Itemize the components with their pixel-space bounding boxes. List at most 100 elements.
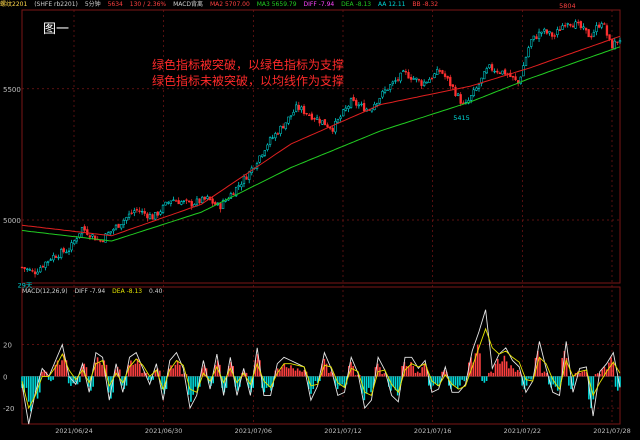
candle-body [117, 223, 120, 228]
candle-body [62, 248, 65, 253]
bb-label: BB -8.32 [412, 1, 439, 8]
candle-body [378, 97, 381, 104]
candle-body [23, 267, 26, 270]
candle-body [375, 102, 379, 106]
candle-body [399, 72, 402, 82]
candle-body [584, 27, 588, 31]
candle-body [590, 35, 593, 38]
candle-body [389, 84, 392, 90]
candle-body [54, 255, 58, 258]
candle-body [535, 36, 538, 40]
date-tick-label: 2021/06/24 [55, 427, 92, 435]
candle-body [245, 176, 248, 180]
candle-body [39, 267, 42, 273]
candle-body [268, 137, 272, 145]
candle-body [571, 25, 575, 28]
candle-body [75, 238, 78, 242]
candle-body [26, 268, 29, 270]
candle-body [339, 116, 342, 119]
diff-line [21, 309, 621, 425]
macd-panel-frame [21, 286, 621, 425]
candle-body [503, 69, 507, 75]
candle-body [618, 40, 622, 43]
candle-body [493, 70, 496, 73]
candle-body [203, 196, 206, 200]
candle-body [519, 76, 522, 84]
candle-body [211, 198, 214, 204]
date-tick-label: 2021/07/12 [324, 427, 361, 435]
candle-body [352, 97, 355, 101]
candle-body [214, 202, 217, 205]
candle-body [313, 117, 316, 120]
code-label: (SHFE rb2201) [34, 1, 78, 8]
candle-body [347, 106, 350, 109]
candle-body [234, 186, 238, 197]
candle-body [88, 235, 92, 238]
candle-body [428, 79, 431, 83]
candle-body [553, 35, 556, 37]
candle-body [595, 25, 598, 32]
candle-body [292, 112, 295, 116]
candle-body [276, 133, 280, 135]
candle-body [396, 79, 400, 81]
change-label: 130 / 2.36% [129, 1, 167, 8]
candle-body [315, 117, 319, 120]
candle-body [420, 80, 423, 86]
candle-body [237, 185, 240, 188]
candle-body [326, 124, 329, 128]
candle-body [127, 213, 131, 218]
symbol-label[interactable]: 螺纹2201 [0, 1, 28, 8]
candle-body [321, 120, 324, 125]
candle-body [561, 25, 564, 30]
candle-body [443, 73, 447, 77]
candle-body [151, 214, 154, 220]
candle-body [104, 233, 107, 243]
candle-body [258, 155, 261, 163]
indicator-label[interactable]: MACD背离 [173, 1, 204, 8]
date-tick-label: 2021/07/16 [414, 427, 451, 435]
diff-label: DIFF -7.94 [303, 1, 335, 8]
candle-body [229, 193, 233, 199]
candle-body [174, 200, 178, 202]
candle-body [532, 35, 535, 40]
candle-body [274, 133, 277, 139]
candle-body [308, 114, 311, 116]
candle-body [459, 94, 462, 104]
candle-body [112, 229, 115, 232]
candle-body [271, 137, 274, 139]
candle-body [148, 214, 152, 220]
candle-body [496, 70, 499, 73]
candle-body [154, 212, 157, 220]
candle-body [558, 29, 562, 31]
candles-group [20, 19, 622, 278]
candle-body [36, 271, 39, 275]
candle-body [302, 105, 306, 114]
candle-body [381, 91, 384, 98]
candle-body [91, 234, 94, 237]
candle-body [501, 70, 504, 75]
candle-body [334, 121, 337, 133]
candle-body [135, 209, 139, 211]
candle-body [556, 29, 559, 35]
candle-body [386, 89, 389, 91]
candle-body [613, 40, 616, 50]
candle-body [412, 78, 415, 80]
period-label[interactable]: 5分钟 [84, 1, 101, 8]
candle-body [407, 72, 410, 79]
candle-body [611, 38, 614, 49]
candle-body [266, 144, 269, 150]
price-tick-label: 5000 [3, 217, 21, 225]
candle-body [336, 119, 340, 123]
macd-header: MACD(12,26,9) DIFF -7.94 DEA -8.13 0.40 [22, 287, 167, 297]
candle-body [206, 196, 209, 199]
candle-body [310, 113, 314, 120]
candle-body [530, 39, 533, 47]
candle-body [295, 104, 298, 112]
candle-body [360, 103, 363, 106]
candle-body [143, 211, 146, 214]
candle-body [180, 201, 183, 205]
candle-body [449, 76, 452, 87]
candle-body [146, 213, 149, 219]
macd-name-label: MACD(12,26,9) [22, 288, 68, 295]
